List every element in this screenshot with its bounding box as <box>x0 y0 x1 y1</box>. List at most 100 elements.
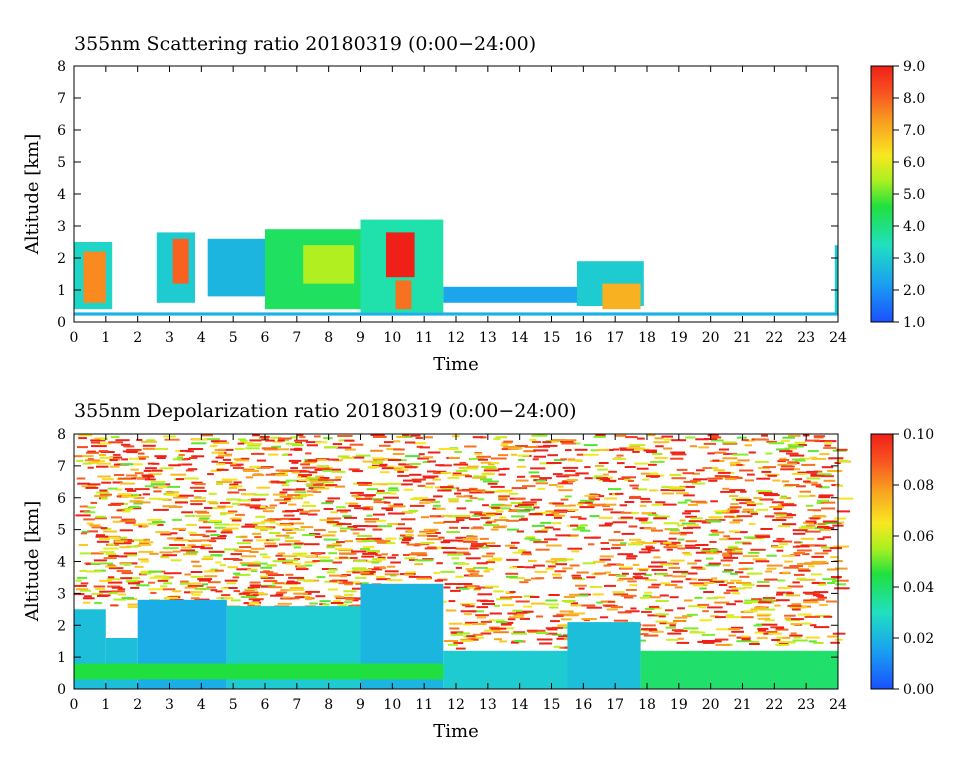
noise-speckle <box>756 637 768 640</box>
noise-speckle <box>792 581 800 584</box>
depolarization-ratio-ytick-label: 5 <box>57 523 66 539</box>
noise-speckle <box>147 518 162 521</box>
noise-speckle <box>113 474 125 476</box>
noise-speckle <box>686 613 698 616</box>
noise-speckle <box>834 587 850 590</box>
noise-speckle <box>463 540 478 543</box>
noise-speckle <box>487 482 498 485</box>
noise-speckle <box>112 536 128 539</box>
noise-speckle <box>180 580 189 583</box>
noise-speckle <box>126 474 138 477</box>
noise-speckle <box>776 593 784 596</box>
noise-speckle <box>260 577 274 579</box>
noise-speckle <box>663 574 673 577</box>
noise-speckle <box>443 586 451 589</box>
noise-speckle <box>91 593 103 595</box>
noise-speckle <box>217 535 227 537</box>
noise-speckle <box>260 506 266 509</box>
noise-speckle <box>105 565 117 568</box>
noise-speckle <box>802 591 816 594</box>
noise-speckle <box>432 478 442 481</box>
noise-speckle <box>82 462 92 465</box>
noise-speckle <box>703 442 716 445</box>
noise-speckle <box>815 615 831 617</box>
noise-speckle <box>494 638 502 641</box>
noise-speckle <box>785 594 801 597</box>
noise-speckle <box>315 595 326 598</box>
noise-speckle <box>260 566 273 569</box>
noise-speckle <box>484 568 494 571</box>
noise-speckle <box>418 559 434 562</box>
noise-speckle <box>74 593 85 596</box>
noise-speckle <box>207 521 222 523</box>
noise-speckle <box>489 626 500 629</box>
noise-speckle <box>634 577 649 580</box>
noise-speckle <box>247 604 255 607</box>
noise-speckle <box>153 447 169 450</box>
noise-speckle <box>771 546 784 549</box>
noise-speckle <box>361 555 375 558</box>
noise-speckle <box>554 570 567 573</box>
noise-speckle <box>804 481 818 484</box>
noise-speckle <box>117 493 132 496</box>
noise-speckle <box>812 509 822 512</box>
noise-speckle <box>732 519 743 522</box>
noise-speckle <box>192 438 208 441</box>
noise-speckle <box>685 515 697 518</box>
noise-speckle <box>827 470 843 472</box>
noise-speckle <box>272 440 283 443</box>
noise-speckle <box>635 517 649 520</box>
noise-speckle <box>138 543 152 546</box>
scattering-ratio-ytick-label: 7 <box>57 91 66 107</box>
noise-speckle <box>349 443 364 446</box>
noise-speckle <box>258 593 268 596</box>
noise-speckle <box>249 506 260 509</box>
noise-speckle <box>671 453 687 456</box>
scattering-ratio-layer-10 <box>443 286 577 303</box>
noise-speckle <box>444 583 461 585</box>
noise-speckle <box>766 440 777 443</box>
noise-speckle <box>265 473 276 476</box>
noise-speckle <box>205 438 221 441</box>
noise-speckle <box>120 577 133 580</box>
noise-speckle <box>91 526 103 529</box>
noise-speckle <box>818 583 827 586</box>
noise-speckle <box>775 516 784 519</box>
noise-speckle <box>689 445 698 448</box>
noise-speckle <box>651 630 664 633</box>
noise-speckle <box>501 604 515 607</box>
noise-speckle <box>777 587 792 589</box>
noise-speckle <box>87 466 94 469</box>
noise-speckle <box>754 438 769 441</box>
noise-speckle <box>275 593 284 596</box>
noise-speckle <box>162 505 177 508</box>
noise-speckle <box>723 556 739 559</box>
depolarization-ratio-panel: 355nm Depolarization ratio 20180319 (0:0… <box>22 400 934 742</box>
noise-speckle <box>482 542 496 545</box>
noise-speckle <box>626 557 636 560</box>
noise-speckle <box>409 463 421 465</box>
noise-speckle <box>118 555 128 558</box>
noise-speckle <box>501 441 512 444</box>
noise-speckle <box>707 434 719 437</box>
noise-speckle <box>507 447 522 450</box>
noise-speckle <box>779 457 787 460</box>
noise-speckle <box>82 597 95 600</box>
noise-speckle <box>259 575 269 578</box>
noise-speckle <box>177 458 188 461</box>
noise-speckle <box>506 575 518 578</box>
noise-speckle <box>387 579 403 582</box>
noise-speckle <box>274 582 285 585</box>
noise-speckle <box>608 470 617 473</box>
noise-speckle <box>419 498 436 501</box>
noise-speckle <box>820 546 836 549</box>
noise-speckle <box>787 468 801 471</box>
noise-speckle <box>279 524 292 527</box>
noise-speckle <box>472 633 484 636</box>
noise-speckle <box>294 439 308 442</box>
noise-speckle <box>286 532 297 534</box>
noise-speckle <box>345 557 353 560</box>
noise-speckle <box>367 466 380 468</box>
noise-speckle <box>760 528 773 530</box>
noise-speckle <box>729 521 740 524</box>
